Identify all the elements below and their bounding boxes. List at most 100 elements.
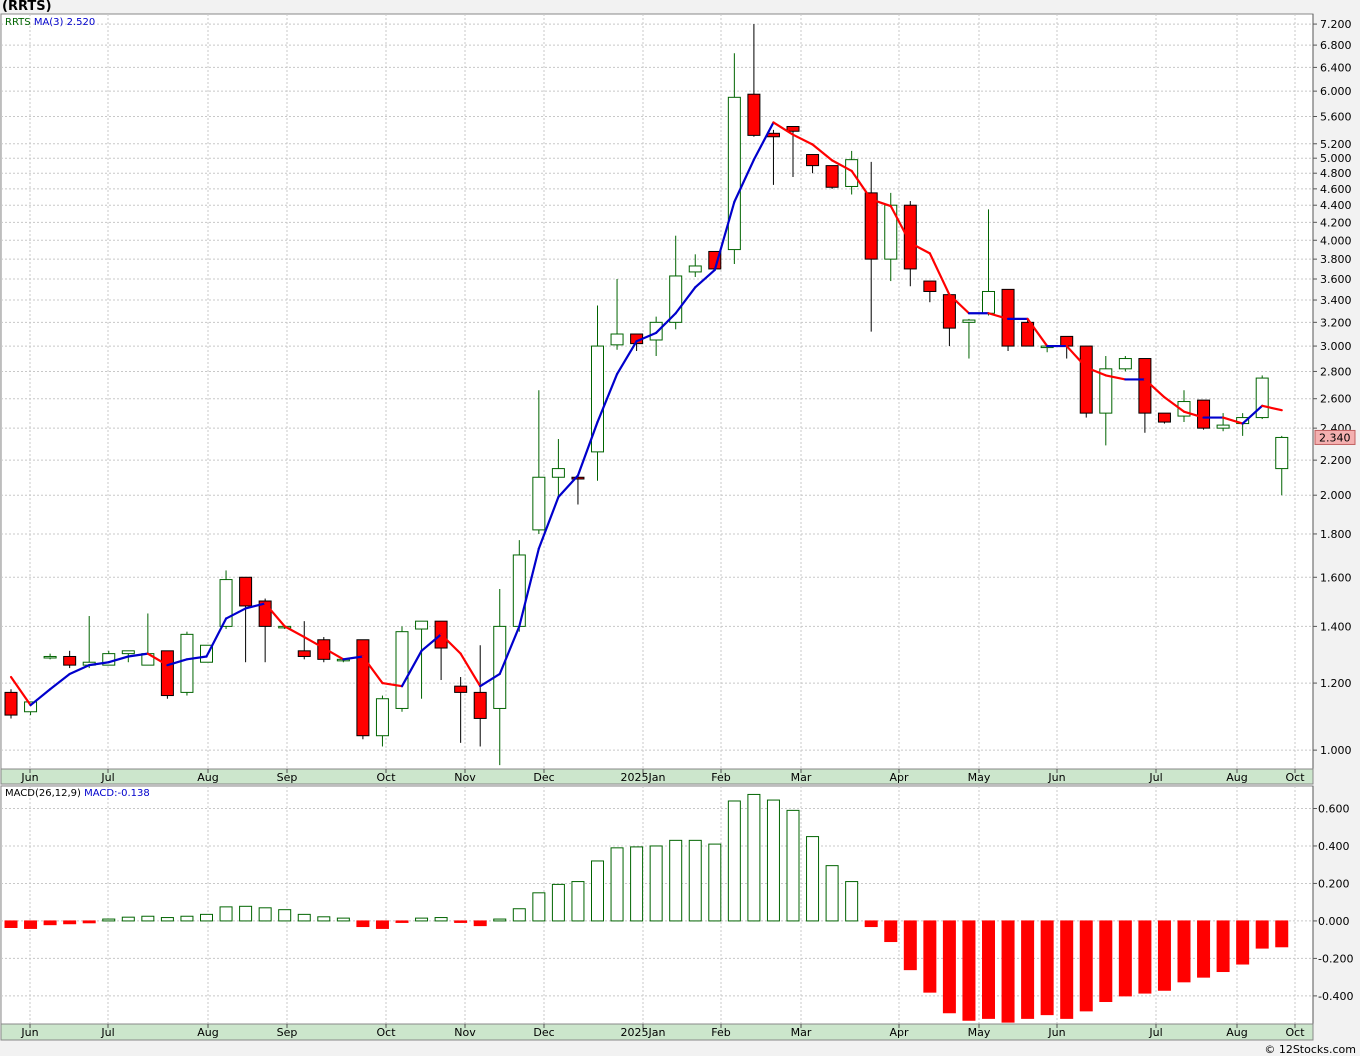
price-x-tick-label: Nov (454, 771, 476, 784)
candle (395, 626, 409, 712)
macd-bar (1001, 920, 1015, 1023)
ma-line-segment (948, 293, 971, 315)
macd-x-axis (0, 1023, 1314, 1041)
macd-y-tick-label: 0.000 (1318, 915, 1350, 928)
candle-body (1275, 436, 1289, 470)
macd-bar (512, 908, 526, 922)
ma-line-segment (518, 547, 540, 628)
price-y-tick-label: 5.200 (1320, 138, 1352, 151)
ma-line-segment (420, 633, 443, 652)
macd-bar (884, 920, 898, 943)
ma-line-segment (440, 633, 462, 655)
macd-legend-label: MACD(26,12,9) (5, 788, 84, 799)
price-y-tick-label: 7.200 (1320, 18, 1352, 31)
candle-body (375, 698, 389, 737)
macd-bar (375, 920, 389, 929)
ma-line-segment (244, 602, 267, 610)
macd-legend: MACD(26,12,9) MACD:-0.138 (5, 788, 150, 799)
ma-line-segment (635, 331, 658, 343)
price-x-tick-label: Aug (1226, 771, 1247, 784)
ma-line-segment (830, 159, 853, 173)
ma-line-segment (537, 495, 560, 550)
candle (923, 280, 937, 303)
ma-line-segment (1182, 410, 1205, 419)
price-x-tick-label: Jun (1047, 771, 1065, 784)
macd-x-tick-label: Dec (533, 1026, 554, 1039)
ma-line-segment (361, 655, 384, 685)
candle-body (766, 132, 780, 138)
ma-line-segment (987, 312, 1010, 321)
candle-body (180, 633, 194, 693)
macd-bar (82, 920, 96, 924)
chart-title: (RRTS) (2, 0, 52, 14)
candle (454, 676, 468, 743)
price-y-tick-label: 1.000 (1320, 744, 1352, 757)
ma-line-segment (1163, 396, 1186, 413)
macd-bar (434, 917, 448, 922)
macd-bar (356, 920, 370, 928)
candle (864, 161, 878, 332)
ma-line-segment (1085, 366, 1107, 377)
macd-bar (121, 916, 135, 922)
price-y-tick-label: 4.000 (1320, 234, 1352, 247)
macd-bar (317, 916, 331, 922)
price-y-tick-label: 3.400 (1320, 294, 1352, 307)
price-y-tick-label: 1.600 (1320, 571, 1352, 584)
macd-bar (180, 915, 194, 922)
macd-x-tick-label: Sep (277, 1026, 298, 1039)
ma-line-segment (68, 664, 91, 676)
price-y-tick-label: 3.800 (1320, 253, 1352, 266)
candle-body (845, 159, 859, 187)
candle-body (356, 639, 370, 737)
candle-body (24, 701, 38, 713)
price-y-tick-label: 3.000 (1320, 340, 1352, 353)
macd-bar (336, 917, 350, 922)
price-y-tick-label: 6.400 (1320, 61, 1352, 74)
candle-body (395, 631, 409, 709)
ma-line-segment (576, 420, 599, 477)
candle-body (473, 691, 487, 719)
macd-bar (1275, 920, 1289, 948)
macd-bar (942, 920, 956, 1014)
macd-bar (727, 800, 741, 922)
macd-bar (806, 836, 820, 922)
candle-body (1197, 399, 1211, 429)
candle (1216, 413, 1230, 432)
candle (1157, 412, 1171, 424)
candle-body (591, 345, 604, 453)
candle-body (1079, 345, 1093, 414)
candle (1021, 320, 1035, 347)
ma-line-segment (9, 675, 32, 707)
ma-line-segment (752, 121, 775, 161)
price-x-tick-label: Jun (20, 771, 38, 784)
ma-line-segment (791, 133, 814, 146)
macd-bar (1255, 920, 1269, 949)
macd-bar (1177, 920, 1191, 983)
ma-line-segment (655, 312, 677, 334)
candle-body (512, 554, 526, 627)
macd-bar (395, 920, 409, 923)
price-x-tick-label: Oct (376, 771, 396, 784)
macd-bar (219, 906, 233, 922)
candle-body (669, 275, 683, 323)
candle (180, 631, 194, 696)
ma-line-segment (88, 661, 110, 667)
macd-bar (786, 809, 800, 922)
ma-line-segment (870, 198, 892, 208)
macd-bar (747, 793, 761, 922)
candle (551, 439, 565, 499)
macd-y-tick-label: 0.400 (1318, 840, 1350, 853)
ma-line-segment (615, 340, 638, 376)
ma-line-segment (889, 204, 912, 245)
ma-line-segment (811, 143, 834, 162)
candle-body (219, 579, 233, 627)
ma-line-segment (48, 672, 71, 691)
candle-body (1157, 412, 1171, 423)
macd-bar (1138, 920, 1152, 994)
candle (297, 621, 311, 660)
macd-bar (864, 920, 878, 928)
macd-bar (630, 846, 644, 922)
price-y-tick-label: 1.200 (1320, 677, 1352, 690)
macd-y-tick-label: 0.600 (1318, 802, 1350, 815)
